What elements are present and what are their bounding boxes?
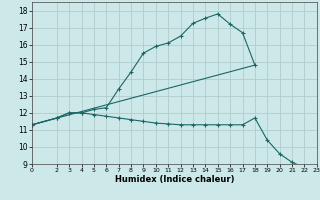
X-axis label: Humidex (Indice chaleur): Humidex (Indice chaleur) — [115, 175, 234, 184]
